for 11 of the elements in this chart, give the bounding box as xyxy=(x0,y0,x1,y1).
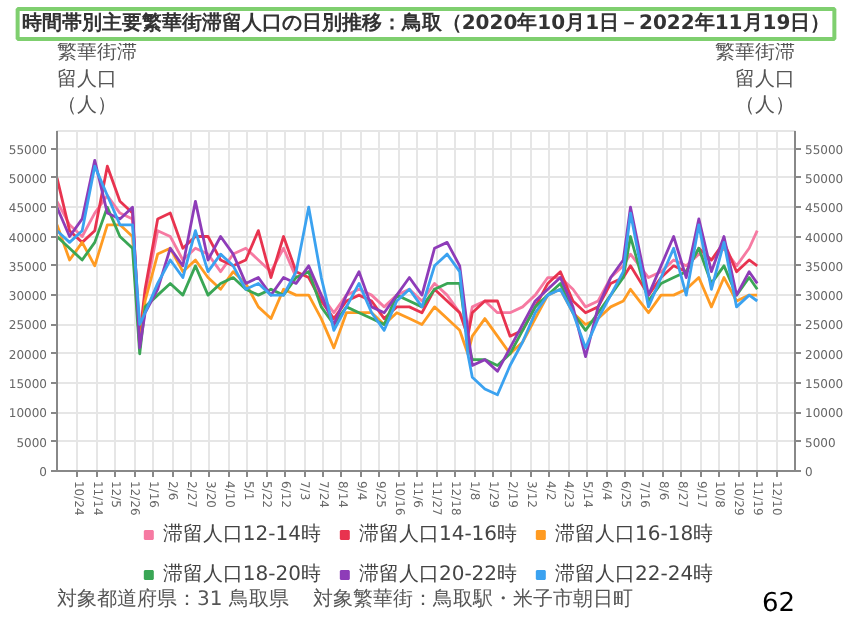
legend-label: 滞留人口18-20時 xyxy=(162,561,321,588)
legend-label: 滞留人口12-14時 xyxy=(162,521,321,548)
legend-label: 滞留人口14-16時 xyxy=(358,521,518,548)
chart-title: 時間帯別主要繁華街滞留人口の日別推移：鳥取（2020年10月1日－2022年11月19日） xyxy=(21,11,831,35)
legend-label: 滞留人口20-22時 xyxy=(358,561,518,588)
legend-label: 滞留人口22-24時 xyxy=(555,561,714,588)
text: 対象都道府県：31 鳥取県 xyxy=(57,587,289,611)
line-series xyxy=(57,205,759,367)
legend-label: 滞留人口16-18時 xyxy=(555,521,714,548)
text: 対象繁華街：鳥取駅・米子市朝日町 xyxy=(313,587,633,611)
text: 62 xyxy=(761,589,796,619)
